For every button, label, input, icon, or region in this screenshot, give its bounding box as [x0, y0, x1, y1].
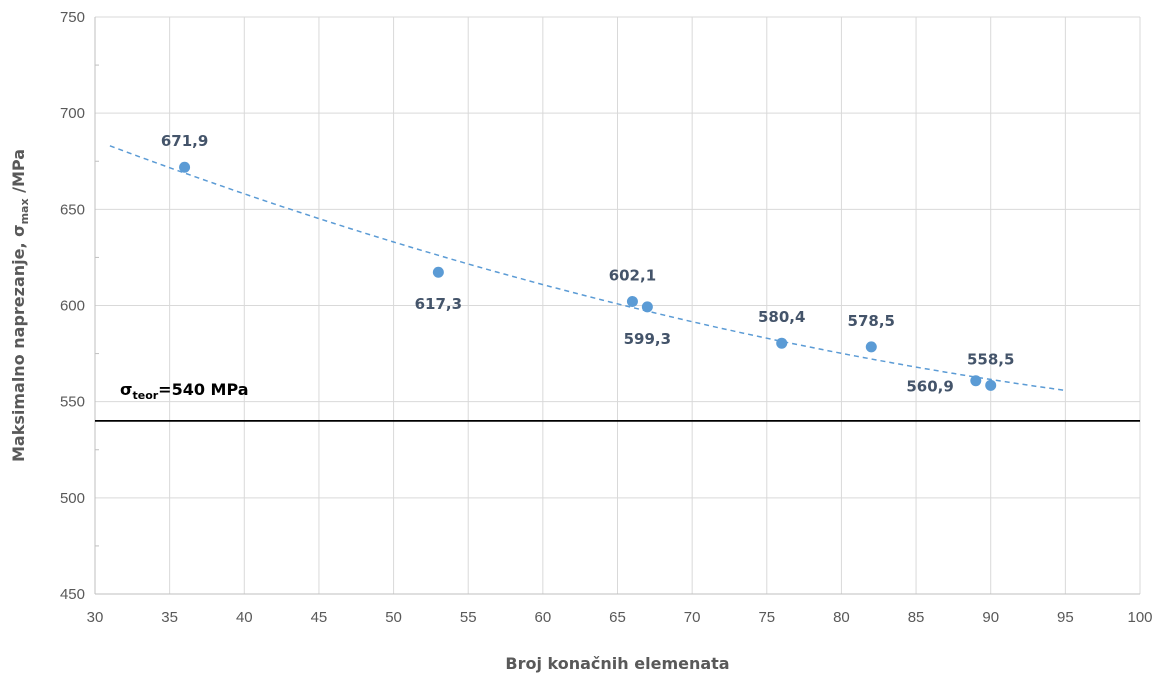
data-label: 617,3 — [415, 295, 462, 313]
y-tick-label: 450 — [60, 586, 85, 603]
x-tick-label: 30 — [87, 609, 104, 626]
x-tick-label: 70 — [684, 609, 701, 626]
x-tick-label: 75 — [758, 609, 775, 626]
y-tick-label: 600 — [60, 298, 85, 315]
x-tick-label: 50 — [385, 609, 402, 626]
data-label: 671,9 — [161, 132, 208, 150]
x-tick-label: 95 — [1057, 609, 1074, 626]
y-tick-labels: 450 500 550 600 650 700 750 — [60, 9, 85, 603]
axes — [94, 17, 1140, 595]
data-point — [432, 266, 444, 278]
x-tick-label: 90 — [982, 609, 999, 626]
y-tick-label: 500 — [60, 490, 85, 507]
data-point — [985, 379, 997, 391]
reference-line-label: σteor=540 MPa — [120, 380, 249, 402]
data-label: 599,3 — [624, 330, 671, 348]
grid-lines — [95, 16, 1141, 594]
y-tick-label: 700 — [60, 105, 85, 122]
x-tick-label: 40 — [236, 609, 253, 626]
data-point — [179, 161, 191, 173]
y-tick-label: 650 — [60, 201, 85, 218]
data-labels: 671,9 617,3 602,1 599,3 580,4 578,5 560,9 558,5 — [161, 132, 1015, 395]
trendline — [109, 145, 1066, 392]
x-tick-label: 55 — [460, 609, 477, 626]
data-point — [626, 295, 638, 307]
x-tick-label: 80 — [833, 609, 850, 626]
x-tick-label: 65 — [609, 609, 626, 626]
x-tick-label: 85 — [908, 609, 925, 626]
data-point — [641, 301, 653, 313]
data-point — [776, 337, 788, 349]
data-point — [970, 375, 982, 387]
x-tick-label: 60 — [535, 609, 552, 626]
data-label: 580,4 — [758, 308, 805, 326]
y-axis-title: Maksimalno naprezanje, σmax /MPa — [9, 149, 31, 462]
x-tick-label: 45 — [311, 609, 328, 626]
data-label: 602,1 — [609, 266, 656, 284]
data-label: 558,5 — [967, 350, 1014, 368]
x-tick-labels: 30 35 40 45 50 55 60 65 70 75 80 85 90 95 100 — [87, 609, 1153, 626]
data-label: 578,5 — [848, 312, 895, 330]
y-tick-label: 550 — [60, 394, 85, 411]
data-points — [179, 161, 997, 391]
data-point — [865, 341, 877, 353]
x-axis-title: Broj konačnih elemenata — [505, 654, 729, 673]
x-tick-label: 100 — [1127, 609, 1152, 626]
y-tick-label: 750 — [60, 9, 85, 26]
data-label: 560,9 — [906, 378, 953, 396]
x-tick-label: 35 — [161, 609, 178, 626]
